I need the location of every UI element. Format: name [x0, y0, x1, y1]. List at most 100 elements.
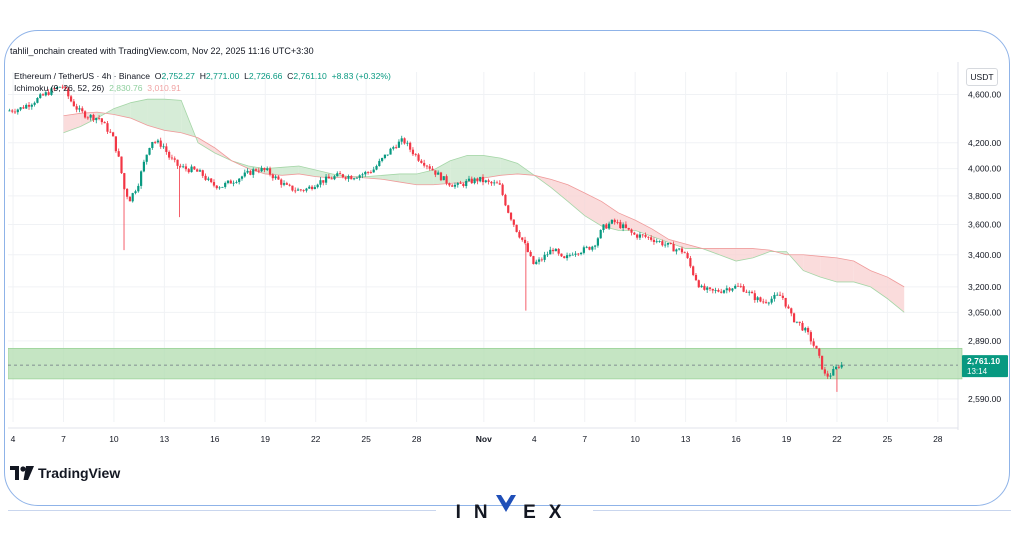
y-tick-label: 2,890.00: [968, 336, 1001, 346]
candle-body: [742, 286, 745, 292]
candle-body: [675, 249, 678, 252]
cloud-segment: [147, 99, 165, 131]
candle-body: [294, 190, 297, 192]
candle-body: [193, 166, 196, 170]
candle-body: [652, 239, 656, 242]
candle-body: [507, 205, 510, 213]
x-tick-label: 7: [61, 434, 66, 444]
cloud-segment: [820, 256, 837, 282]
candle-body: [285, 183, 288, 185]
candle-body: [95, 117, 98, 121]
candle-body: [67, 88, 70, 97]
low-label: L: [244, 71, 249, 81]
price-chart[interactable]: 4,600.00 4,200.00 4,000.00 3,800.00 3,600.00…: [7, 62, 1010, 450]
candle-body: [190, 166, 193, 173]
candle-body: [232, 182, 235, 184]
candle-body: [717, 290, 720, 292]
currency-button[interactable]: USDT: [966, 68, 998, 86]
candle-body: [608, 223, 611, 229]
candle-body: [305, 188, 308, 191]
candle-body: [484, 180, 487, 183]
candle-body: [423, 162, 426, 166]
cloud-segment: [584, 193, 602, 226]
candle-body: [434, 170, 437, 175]
candle-body: [27, 104, 31, 107]
candle-body: [347, 176, 350, 179]
candle-body: [703, 285, 706, 290]
candle-body: [619, 222, 622, 229]
candle-body: [748, 291, 751, 293]
candle-body: [459, 183, 462, 184]
candle-body: [804, 328, 807, 331]
y-tick-label: 3,050.00: [968, 307, 1001, 317]
candle-body: [431, 168, 434, 171]
candle-body: [481, 176, 485, 183]
candle-body: [170, 157, 174, 159]
candle-body: [39, 94, 42, 99]
symbol-label: Ethereum / TetherUS · 4h · Binance: [14, 71, 150, 81]
candle-body: [560, 253, 563, 257]
candle-body: [50, 88, 53, 95]
chart-area[interactable]: 4,600.00 4,200.00 4,000.00 3,800.00 3,600.00…: [7, 62, 1010, 450]
candle-body: [400, 138, 403, 142]
candle-body: [271, 174, 274, 179]
candle-body: [378, 160, 381, 167]
candle-body: [523, 239, 527, 244]
x-tick-label: 16: [731, 434, 741, 444]
close-label: C: [287, 71, 294, 81]
cloud-segment: [164, 99, 182, 133]
indicator-span-a-value: 2,830.76: [109, 83, 143, 93]
candle-body: [722, 290, 726, 293]
x-tick-label: 22: [311, 434, 321, 444]
candle-body: [823, 369, 826, 374]
candle-body: [479, 176, 482, 182]
candle-body: [664, 244, 667, 246]
candle-body: [582, 247, 585, 253]
candle-body: [142, 161, 146, 172]
candle-body: [184, 166, 188, 170]
candle-body: [549, 249, 552, 255]
cloud-segment: [635, 220, 652, 237]
candle-body: [414, 154, 417, 156]
candle-body: [395, 147, 398, 148]
candle-body: [156, 140, 160, 143]
candle-body: [602, 224, 605, 231]
candle-body: [792, 313, 796, 323]
candle-body: [613, 219, 616, 223]
candle-body: [148, 147, 151, 155]
cloud-segment: [315, 169, 333, 178]
cloud-segment: [887, 277, 905, 313]
candle-body: [198, 170, 202, 172]
candle-body: [473, 178, 476, 184]
chart-credit: tahlil_onchain created with TradingView.…: [10, 46, 314, 56]
candle-body: [260, 167, 263, 172]
candle-body: [168, 151, 171, 158]
candle-body: [36, 98, 39, 103]
candle-body: [243, 172, 246, 177]
candle-body: [798, 321, 801, 323]
indicator-label: Ichimoku (9, 26, 52, 26): [14, 83, 105, 93]
candle-body: [467, 178, 471, 181]
candle-body: [790, 308, 793, 314]
candle-body: [364, 171, 367, 175]
candle-body: [369, 172, 373, 173]
open-value: 2,752.27: [161, 71, 195, 81]
candle-body: [700, 285, 703, 288]
x-tick-label: Nov: [476, 434, 492, 444]
cloud-segment: [130, 99, 148, 126]
candle-body: [806, 328, 810, 333]
candle-body: [33, 102, 36, 105]
candle-body: [111, 132, 115, 137]
cloud-segment: [467, 155, 484, 183]
candle-body: [605, 224, 608, 229]
x-tick-label: 7: [582, 434, 587, 444]
change-value: +8.83 (+0.32%): [331, 71, 391, 81]
candle-body: [25, 104, 28, 109]
candle-body: [706, 287, 709, 290]
candle-body: [240, 176, 244, 179]
candle-body: [734, 285, 737, 289]
high-value: 2,771.00: [205, 71, 240, 81]
candle-body: [302, 190, 305, 191]
candle-body: [526, 243, 529, 252]
candle-body: [495, 182, 499, 184]
